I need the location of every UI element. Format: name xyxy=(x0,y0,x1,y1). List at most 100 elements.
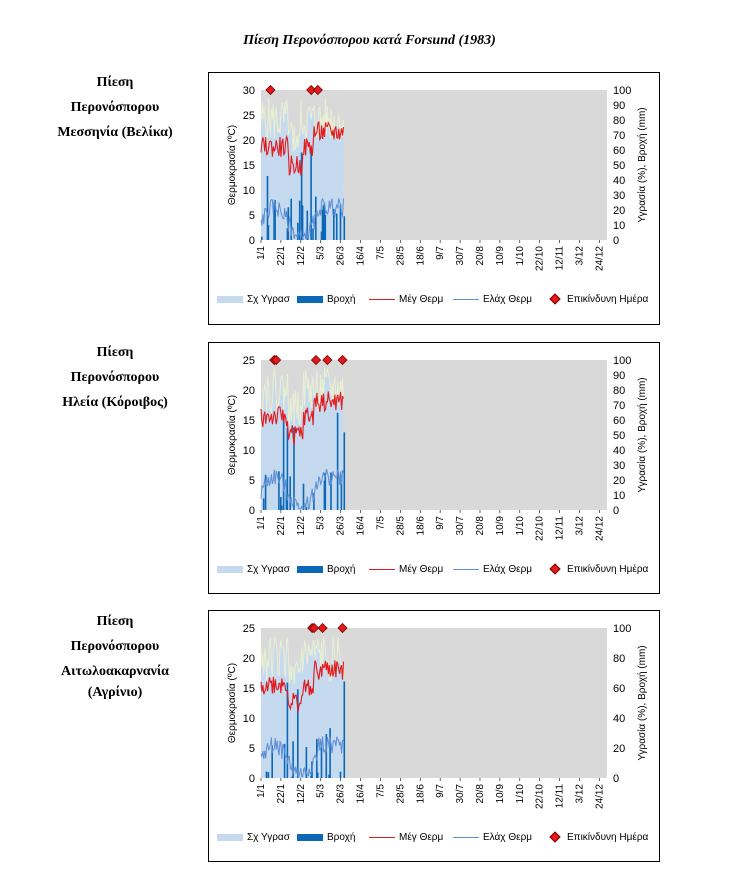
x-tick-label: 18/6 xyxy=(415,784,426,804)
x-tick-label: 18/6 xyxy=(415,516,426,536)
rain-bar xyxy=(287,207,290,240)
x-tick-label: 26/3 xyxy=(336,516,347,536)
y-tick-label: 15 xyxy=(243,683,255,695)
rain-bar xyxy=(298,200,301,240)
rain-bar xyxy=(283,743,286,778)
y2-tick-label: 80 xyxy=(613,115,625,127)
rain-bar xyxy=(330,472,332,510)
station-label-2: Πίεση Περονόσπορου Ηλεία (Κόροιβος) xyxy=(40,340,190,415)
y2-tick-label: 100 xyxy=(613,85,631,97)
rain-bar xyxy=(278,471,280,510)
y-tick-label: 10 xyxy=(243,713,255,725)
rain-bar xyxy=(301,205,304,240)
rain-bar xyxy=(264,474,267,510)
x-tick-label: 16/4 xyxy=(356,516,367,536)
humidity-outline xyxy=(260,98,344,153)
rain-bar xyxy=(266,176,269,240)
x-tick-label: 24/12 xyxy=(594,516,605,541)
y-tick-label: 5 xyxy=(249,475,255,487)
rain-bar xyxy=(335,213,338,240)
danger-day-marker xyxy=(265,84,276,96)
x-tick-label: 28/5 xyxy=(395,516,406,536)
y2-tick-label: 20 xyxy=(613,475,625,487)
rain-bar xyxy=(343,681,346,778)
x-tick-label: 3/12 xyxy=(575,516,586,536)
legend-rain-swatch xyxy=(297,565,323,573)
rain-bar xyxy=(323,480,326,510)
legend-humidity-swatch xyxy=(217,833,243,841)
legend-rain: Βροχή xyxy=(297,562,355,576)
rain-bar xyxy=(340,475,343,510)
rain-bar xyxy=(343,432,346,510)
x-tick-label: 7/5 xyxy=(375,784,386,798)
y2-tick-label: 90 xyxy=(613,370,625,382)
legend-rain-swatch xyxy=(297,295,323,303)
rain-bar xyxy=(290,198,292,240)
rain-bar xyxy=(274,200,276,240)
x-tick-label: 10/9 xyxy=(495,516,506,536)
y-tick-label: 25 xyxy=(243,110,255,122)
rain-bar xyxy=(297,689,299,778)
x-tick-label: 1/1 xyxy=(256,516,267,530)
legend-rain-label: Βροχή xyxy=(327,831,356,843)
rain-bar xyxy=(310,149,312,240)
danger-day-marker xyxy=(310,354,322,366)
station-label-line: Μεσσηνία (Βελίκα) xyxy=(57,125,173,140)
x-tick-label: 5/3 xyxy=(316,516,327,530)
legend-tmin-label: Ελάχ Θερμ xyxy=(483,293,533,305)
chart-svg: 0 5 10 15 20 25 30 0 10 20 30 40 50 60 70 80 90 100 Θερμοκ… xyxy=(226,84,648,271)
rain-bar xyxy=(324,472,327,510)
x-tick-label: 24/12 xyxy=(594,784,605,809)
y-tick-label: 20 xyxy=(243,653,255,665)
danger-day-marker xyxy=(309,622,320,634)
rain-bar xyxy=(273,202,275,240)
rain-bar xyxy=(280,505,283,510)
y2-tick-label: 0 xyxy=(613,235,619,247)
y2-tick-label: 60 xyxy=(613,145,625,157)
legend-danger-label: Επικίνδυνη Ημέρα xyxy=(567,831,649,843)
x-tick-label: 16/4 xyxy=(356,784,367,804)
x-tick-label: 7/5 xyxy=(375,246,386,260)
tmax-line xyxy=(260,660,345,713)
x-tick-label: 10/9 xyxy=(495,246,506,266)
y2-tick-label: 40 xyxy=(613,713,625,725)
y2-tick-label: 10 xyxy=(613,490,625,502)
rain-bar xyxy=(282,418,285,510)
rain-bar xyxy=(291,776,293,778)
rain-bar xyxy=(300,152,303,240)
rain-bar xyxy=(329,728,331,778)
x-tick-label: 5/3 xyxy=(316,784,327,798)
x-tick-label: 3/12 xyxy=(575,246,586,266)
danger-day-marker xyxy=(337,622,348,634)
legend-humidity-label: Σχ Υγρασ xyxy=(247,831,290,843)
y2-tick-label: 0 xyxy=(613,773,619,785)
station-label-line: Αιτωλοακαρνανία xyxy=(61,664,169,679)
y-tick-label: 25 xyxy=(243,355,255,367)
y-axis-title: Θερμοκρασία (ºC) xyxy=(226,663,238,743)
legend-danger: Επικίνδυνη Ημέρα xyxy=(541,562,648,576)
rain-bar xyxy=(315,196,317,240)
legend-tmin-label: Ελάχ Θερμ xyxy=(483,563,533,575)
x-tick-label: 7/5 xyxy=(375,516,386,530)
rain-bar xyxy=(310,775,312,778)
station-label-line: Πίεση xyxy=(96,345,134,360)
y-tick-label: 10 xyxy=(243,185,255,197)
rain-bar xyxy=(321,209,324,240)
legend-tmax-swatch xyxy=(369,836,395,838)
rain-bar xyxy=(339,771,342,778)
legend-tmax-label: Μέγ Θερμ xyxy=(399,293,444,305)
humidity-outline xyxy=(260,367,344,427)
y2-tick-label: 30 xyxy=(613,460,625,472)
danger-day-marker xyxy=(271,354,282,366)
rain-bar xyxy=(324,215,327,240)
legend-tmin: Ελάχ Θερμ xyxy=(453,292,532,306)
legend-rain-label: Βροχή xyxy=(327,293,356,305)
legend-humidity-label: Σχ Υγρασ xyxy=(247,563,290,575)
rain-bar xyxy=(325,734,328,778)
y2-tick-label: 40 xyxy=(613,175,625,187)
y2-tick-label: 10 xyxy=(613,220,625,232)
chart-svg: 0 5 10 15 20 25 0 10 20 30 40 50 60 70 80 90 100 Θερμοκρα… xyxy=(226,354,648,541)
tmin-line xyxy=(260,197,344,241)
danger-day-marker xyxy=(312,84,323,96)
rain-bar xyxy=(328,774,330,778)
